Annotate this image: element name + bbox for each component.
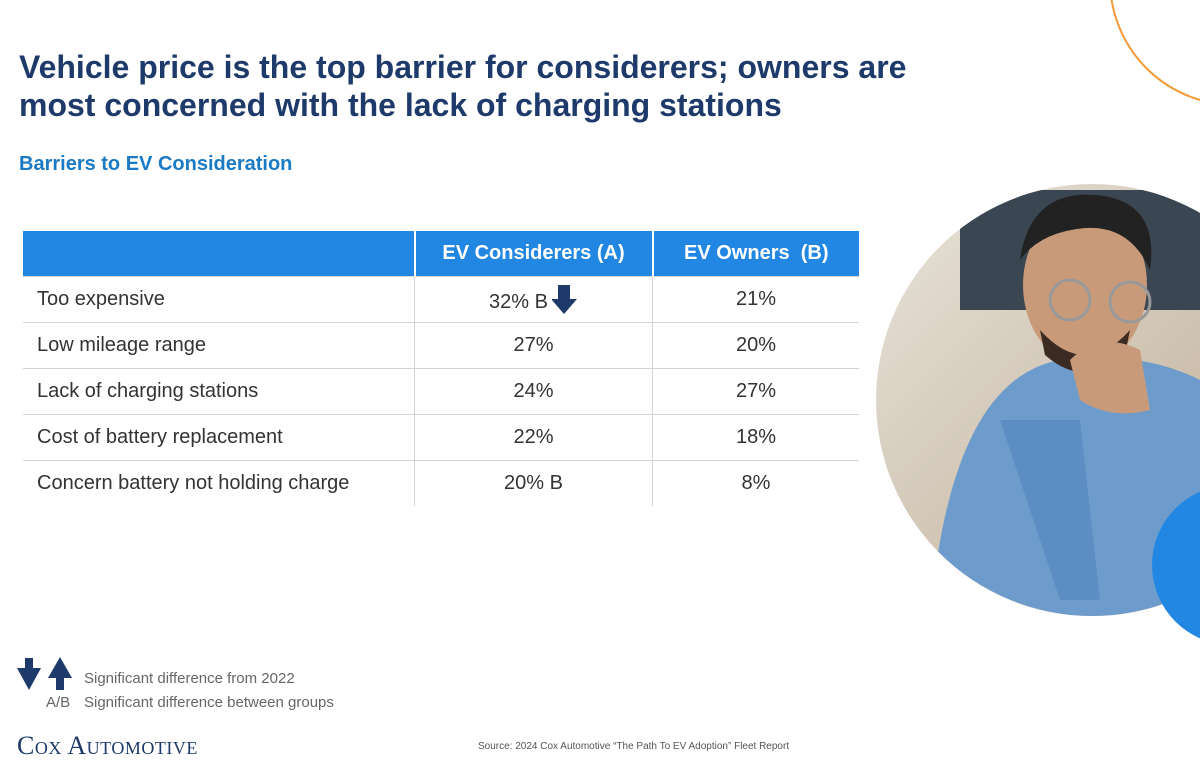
- table-cell: Lack of charging stations: [23, 368, 415, 415]
- table-cell: 8%: [652, 460, 859, 506]
- cell-text: 22%: [513, 426, 554, 448]
- title: Vehicle price is the top barrier for con…: [19, 49, 907, 123]
- legend-symbol: A/B: [46, 694, 71, 711]
- table-cell: 18%: [652, 414, 859, 461]
- table-cell: 32% B: [414, 276, 653, 323]
- table-row: Lack of charging stations 24% 27%: [23, 368, 859, 415]
- cell-text: 32% B: [489, 290, 548, 313]
- cell-text: 20% B: [504, 472, 563, 494]
- table-cell: 27%: [414, 322, 653, 369]
- cell-text: 20%: [735, 334, 777, 356]
- cell-text: Cost of battery replacement: [37, 426, 283, 448]
- table-cell: Concern battery not holding charge: [23, 460, 415, 506]
- arrow-down-icon: [550, 284, 577, 314]
- table-cell: 22%: [414, 414, 653, 461]
- legend-text: Significant difference between groups: [84, 694, 334, 711]
- blue-circle: [1152, 491, 1200, 639]
- table-cell: 24%: [414, 368, 653, 415]
- table-cell: Cost of battery replacement: [23, 414, 415, 461]
- arrow-up-icon: [48, 657, 72, 690]
- cell-text: Lack of charging stations: [37, 380, 259, 402]
- cell-text: 27%: [735, 380, 777, 402]
- cell-text: 18%: [735, 426, 777, 448]
- source: Source: 2024 Cox Automotive “The Path To…: [478, 741, 790, 752]
- table-cell: 21%: [652, 276, 859, 323]
- header-cell: EV Considerers (A): [413, 231, 653, 277]
- table-row: Concern battery not holding charge 20% B 8…: [23, 460, 859, 506]
- cell-text: 27%: [513, 334, 554, 356]
- legend-text: Significant difference from 2022: [84, 670, 295, 687]
- table-row: Low mileage range 27% 20%: [23, 322, 859, 369]
- header-cell: EV Owners (B): [651, 231, 859, 277]
- cell-text: 21%: [735, 288, 777, 310]
- orange-arc: [1110, 0, 1200, 102]
- cell-text: Low mileage range: [37, 334, 206, 356]
- cell-text: Too expensive: [37, 288, 165, 310]
- table-cell: 20% B: [414, 460, 653, 506]
- table-cell: 20%: [652, 322, 859, 369]
- subtitle: Barriers to EV Consideration: [19, 153, 293, 175]
- table-cell: Low mileage range: [23, 322, 415, 369]
- logo: Cox Automotive: [17, 731, 198, 760]
- arrow-down-icon: [17, 658, 41, 690]
- table-row: Cost of battery replacement 22% 18%: [23, 414, 859, 461]
- cell-text: 8%: [741, 472, 771, 494]
- header-cell: [23, 231, 415, 277]
- photo: [876, 184, 1200, 616]
- table-cell: 27%: [652, 368, 859, 415]
- cell-text: Concern battery not holding charge: [37, 472, 350, 494]
- table-row: Too expensive 32% B 21%: [23, 276, 859, 323]
- cell-text: 24%: [513, 380, 554, 402]
- table-cell: Too expensive: [23, 276, 415, 323]
- table: EV Considerers (A) EV Owners (B) Too exp…: [23, 231, 859, 506]
